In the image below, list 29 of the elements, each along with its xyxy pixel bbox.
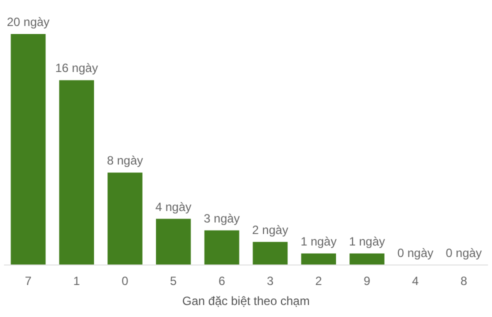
data-label: 3 ngày	[204, 211, 240, 226]
x-tick-label: 9	[364, 274, 371, 288]
bar	[108, 172, 142, 265]
data-label: 0 ngày	[446, 246, 482, 260]
data-label: 16 ngày	[55, 61, 98, 76]
x-tick-label: 1	[73, 274, 80, 288]
bar	[156, 218, 191, 265]
x-axis-title: Gan đặc biệt theo chạm	[182, 294, 310, 308]
data-label: 4 ngày	[155, 200, 192, 214]
data-label: 8 ngày	[106, 154, 144, 168]
data-label: 1 ngày	[348, 234, 386, 248]
data-label: 1 ngày	[300, 234, 337, 248]
x-tick-label: 0	[122, 274, 129, 288]
bar	[252, 242, 288, 265]
bar	[10, 34, 46, 265]
data-label: 0 ngày	[397, 246, 434, 260]
data-label: 2 ngày	[252, 222, 288, 237]
x-tick-label: 3	[266, 274, 274, 288]
x-tick-label: 2	[315, 274, 322, 288]
bar	[301, 253, 336, 265]
x-tick-label: 5	[170, 274, 178, 288]
x-tick-label: 7	[24, 274, 32, 288]
bar	[204, 230, 240, 265]
bar	[350, 253, 384, 265]
data-label: 20 ngày	[6, 15, 50, 29]
x-tick-label: 6	[218, 274, 226, 288]
x-tick-label: 4	[412, 274, 420, 288]
x-tick-label: 8	[460, 274, 468, 288]
bar	[59, 80, 94, 265]
